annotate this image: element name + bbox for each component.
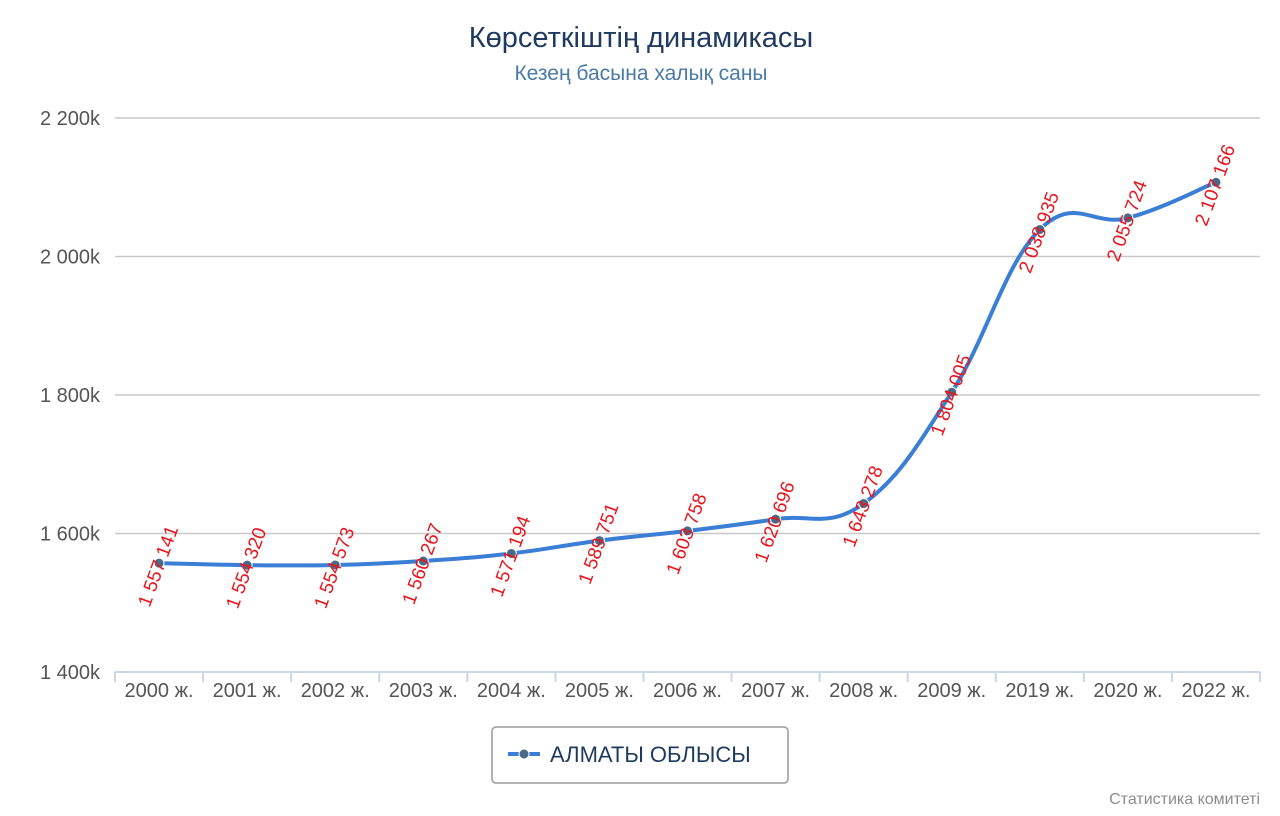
chart-subtitle: Кезең басына халық саны xyxy=(514,62,767,85)
data-point xyxy=(593,535,605,547)
x-tick-label: 2022 ж. xyxy=(1181,680,1250,702)
x-tick-label: 2000 ж. xyxy=(125,680,194,702)
y-tick-label: 1 800k xyxy=(40,385,101,407)
legend-marker-symbol xyxy=(518,748,530,760)
x-tick-label: 2008 ж. xyxy=(829,680,898,702)
x-axis: 2000 ж. 2001 ж. 2002 ж. 2003 ж. 2004 ж. 2005 … xyxy=(114,671,1261,702)
data-point xyxy=(770,513,782,525)
data-point xyxy=(1034,224,1046,236)
legend[interactable]: АЛМАТЫ ОБЛЫСЫ xyxy=(491,726,789,784)
data-point xyxy=(417,555,429,567)
chart-title: Көрсеткіштің динамикасы xyxy=(469,22,814,54)
data-point xyxy=(153,557,165,569)
x-tick-label: 2001 ж. xyxy=(213,680,282,702)
y-tick-label: 1 600k xyxy=(40,524,101,546)
x-tick-label: 2005 ж. xyxy=(565,680,634,702)
x-tick-label: 2006 ж. xyxy=(653,680,722,702)
data-label: 1 554 320 xyxy=(223,525,272,612)
y-axis-ticks: 1 400k 1 600k 1 800k 2 000k 2 200k xyxy=(40,108,101,684)
x-tick-label: 2004 ж. xyxy=(477,680,546,702)
x-tick-label: 2007 ж. xyxy=(741,680,810,702)
data-label: 1 557 141 xyxy=(135,523,184,610)
data-point xyxy=(329,559,341,571)
y-gridlines xyxy=(115,117,1260,535)
series-group xyxy=(153,176,1222,571)
x-tick-label: 2002 ж. xyxy=(301,680,370,702)
data-label: 1 643 278 xyxy=(839,463,888,550)
x-tick-label: 2020 ж. xyxy=(1093,680,1162,702)
x-tick-label: 2003 ж. xyxy=(389,680,458,702)
y-tick-label: 1 400k xyxy=(40,662,101,684)
legend-box xyxy=(491,726,789,784)
data-point xyxy=(505,547,517,559)
data-label: 2 038 935 xyxy=(1015,189,1064,276)
data-point xyxy=(946,386,958,398)
data-point xyxy=(241,559,253,571)
data-point xyxy=(682,525,693,537)
data-label: 2 107 166 xyxy=(1191,142,1240,229)
data-point xyxy=(1210,176,1222,188)
data-point xyxy=(858,498,870,510)
chart-credits[interactable]: Статистика комитеті xyxy=(1109,791,1260,808)
x-tick-label: 2019 ж. xyxy=(1005,680,1074,702)
legend-series-name: АЛМАТЫ ОБЛЫСЫ xyxy=(550,742,751,767)
x-tick-label: 2009 ж. xyxy=(917,680,986,702)
data-label: 1 554 573 xyxy=(311,525,360,612)
y-tick-label: 2 000k xyxy=(40,247,101,269)
y-tick-label: 2 200k xyxy=(40,108,101,130)
data-point xyxy=(1122,212,1134,224)
